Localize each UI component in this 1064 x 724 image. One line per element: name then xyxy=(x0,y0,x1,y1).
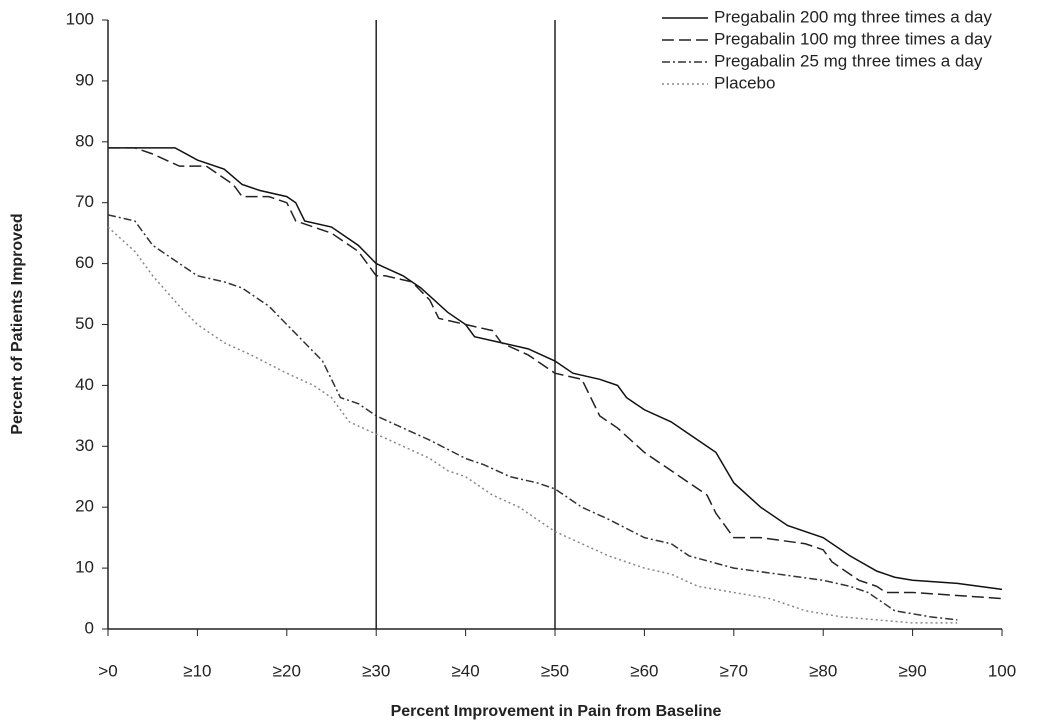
x-tick-label: ≥40 xyxy=(451,661,479,680)
y-tick-label: 0 xyxy=(85,618,94,637)
y-tick-label: 70 xyxy=(75,192,94,211)
y-tick-label: 60 xyxy=(75,253,94,272)
y-tick-label: 40 xyxy=(75,375,94,394)
x-axis-title: Percent Improvement in Pain from Baselin… xyxy=(391,703,722,720)
y-tick-label: 50 xyxy=(75,314,94,333)
x-tick-label: ≥90 xyxy=(898,661,926,680)
y-tick-label: 90 xyxy=(75,70,94,89)
legend-label: Pregabalin 200 mg three times a day xyxy=(714,7,992,26)
legend-label: Pregabalin 100 mg three times a day xyxy=(714,29,992,48)
series-line xyxy=(108,147,1003,591)
x-tick-label: ≥50 xyxy=(541,661,569,680)
y-tick-label: 30 xyxy=(75,436,94,455)
series-line xyxy=(107,214,958,621)
x-tick-label: ≥30 xyxy=(362,661,390,680)
legend-label: Pregabalin 25 mg three times a day xyxy=(714,51,983,70)
y-axis-title: Percent of Patients Improved xyxy=(9,213,26,434)
y-tick-label: 80 xyxy=(75,131,94,150)
series-line xyxy=(108,147,1003,600)
series-line xyxy=(107,226,958,624)
x-tick-label: ≥10 xyxy=(183,661,211,680)
x-tick-label: >0 xyxy=(98,661,117,680)
y-tick-label: 100 xyxy=(66,9,94,28)
x-tick-label: ≥70 xyxy=(720,661,748,680)
y-tick-label: 10 xyxy=(75,558,94,577)
legend-label: Placebo xyxy=(714,73,775,92)
y-tick-label: 20 xyxy=(75,497,94,516)
x-tick-label: ≥20 xyxy=(273,661,301,680)
x-tick-label: ≥60 xyxy=(630,661,658,680)
x-tick-label: 100 xyxy=(988,661,1016,680)
x-tick-label: ≥80 xyxy=(809,661,837,680)
